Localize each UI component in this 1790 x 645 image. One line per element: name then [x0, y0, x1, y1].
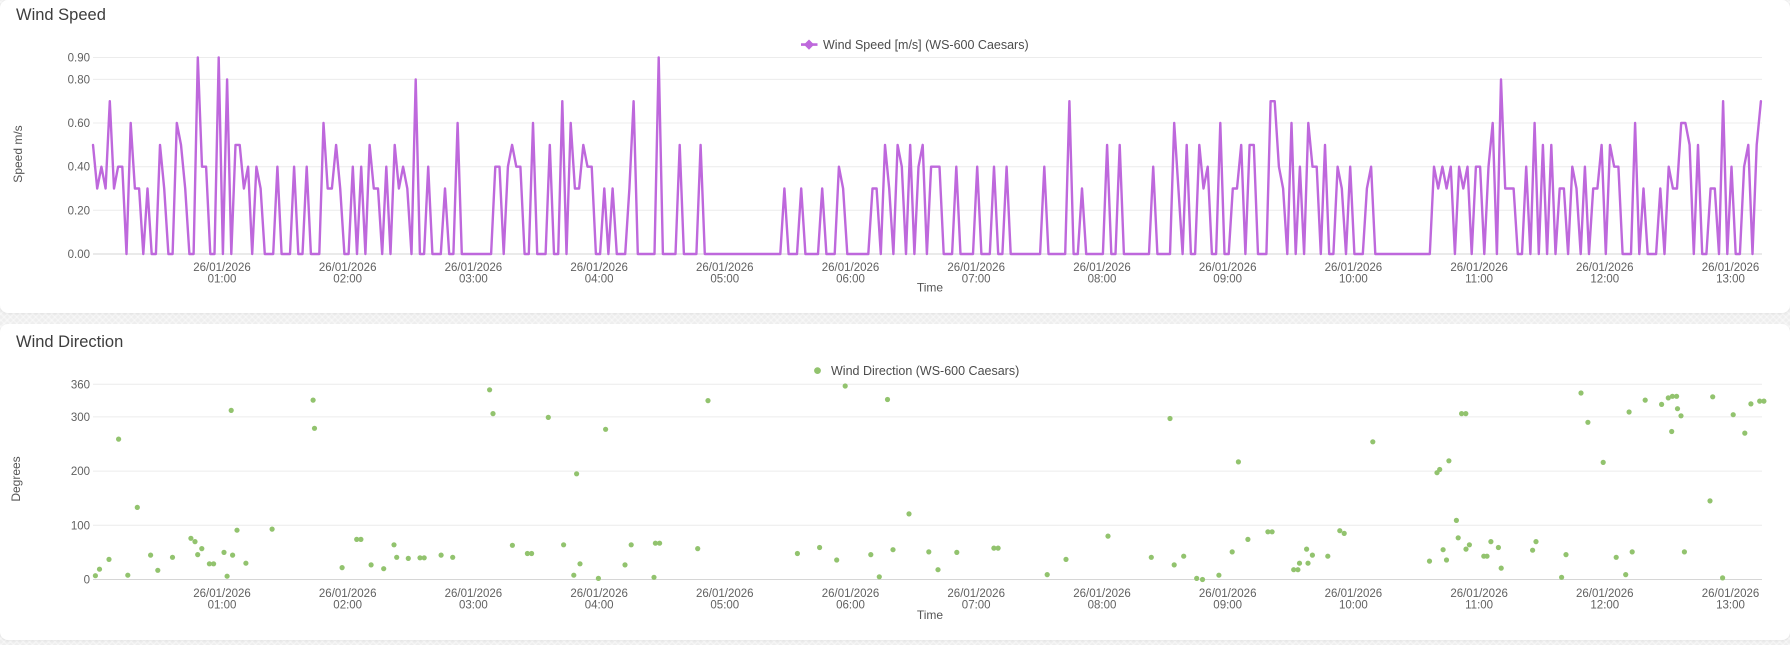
- svg-text:06:00: 06:00: [836, 600, 865, 612]
- svg-text:26/01/2026: 26/01/2026: [1325, 262, 1383, 274]
- svg-text:26/01/2026: 26/01/2026: [1450, 588, 1508, 600]
- svg-text:04:00: 04:00: [585, 274, 614, 286]
- svg-text:Degrees: Degrees: [9, 456, 23, 501]
- svg-text:26/01/2026: 26/01/2026: [1199, 262, 1257, 274]
- svg-text:12:00: 12:00: [1590, 274, 1619, 286]
- svg-text:13:00: 13:00: [1716, 600, 1745, 612]
- svg-text:26/01/2026: 26/01/2026: [696, 588, 754, 600]
- svg-text:26/01/2026: 26/01/2026: [445, 262, 503, 274]
- svg-text:03:00: 03:00: [459, 274, 488, 286]
- svg-text:10:00: 10:00: [1339, 600, 1368, 612]
- svg-text:26/01/2026: 26/01/2026: [1576, 262, 1634, 274]
- svg-text:08:00: 08:00: [1088, 600, 1117, 612]
- svg-text:26/01/2026: 26/01/2026: [947, 588, 1005, 600]
- svg-text:26/01/2026: 26/01/2026: [319, 588, 377, 600]
- svg-text:26/01/2026: 26/01/2026: [319, 262, 377, 274]
- svg-text:13:00: 13:00: [1716, 274, 1745, 286]
- svg-text:09:00: 09:00: [1213, 600, 1242, 612]
- svg-text:0.20: 0.20: [68, 205, 90, 217]
- svg-text:26/01/2026: 26/01/2026: [822, 588, 880, 600]
- svg-text:07:00: 07:00: [962, 600, 991, 612]
- svg-text:10:00: 10:00: [1339, 274, 1368, 286]
- svg-text:01:00: 01:00: [208, 600, 237, 612]
- svg-text:05:00: 05:00: [710, 600, 739, 612]
- svg-text:26/01/2026: 26/01/2026: [1450, 262, 1508, 274]
- svg-text:Wind Direction (WS-600 Caesars: Wind Direction (WS-600 Caesars): [831, 364, 1019, 378]
- svg-text:0.00: 0.00: [68, 249, 90, 261]
- svg-text:26/01/2026: 26/01/2026: [1325, 588, 1383, 600]
- svg-text:0: 0: [84, 575, 90, 587]
- svg-text:Time: Time: [917, 281, 944, 295]
- svg-text:26/01/2026: 26/01/2026: [193, 262, 251, 274]
- svg-text:0.90: 0.90: [68, 53, 90, 65]
- svg-text:360: 360: [71, 379, 90, 391]
- svg-text:12:00: 12:00: [1590, 600, 1619, 612]
- svg-text:200: 200: [71, 466, 90, 478]
- svg-text:26/01/2026: 26/01/2026: [1702, 588, 1760, 600]
- svg-text:26/01/2026: 26/01/2026: [822, 262, 880, 274]
- svg-text:07:00: 07:00: [962, 274, 991, 286]
- svg-text:0.80: 0.80: [68, 74, 90, 86]
- svg-text:26/01/2026: 26/01/2026: [445, 588, 503, 600]
- svg-text:Wind Speed [m/s] (WS-600 Caesa: Wind Speed [m/s] (WS-600 Caesars): [823, 38, 1029, 52]
- svg-text:Time: Time: [917, 608, 944, 622]
- svg-text:08:00: 08:00: [1088, 274, 1117, 286]
- svg-text:0.60: 0.60: [68, 118, 90, 130]
- svg-text:Wind Direction: Wind Direction: [16, 333, 123, 351]
- svg-text:26/01/2026: 26/01/2026: [1073, 588, 1131, 600]
- svg-text:Speed m/s: Speed m/s: [11, 125, 25, 182]
- svg-text:26/01/2026: 26/01/2026: [1576, 588, 1634, 600]
- svg-text:01:00: 01:00: [208, 274, 237, 286]
- svg-text:11:00: 11:00: [1465, 274, 1493, 286]
- svg-text:11:00: 11:00: [1465, 600, 1493, 612]
- svg-text:Wind Speed: Wind Speed: [16, 6, 106, 24]
- svg-text:300: 300: [71, 412, 90, 424]
- svg-text:100: 100: [71, 520, 90, 532]
- svg-text:03:00: 03:00: [459, 600, 488, 612]
- svg-text:0.40: 0.40: [68, 162, 90, 174]
- svg-text:09:00: 09:00: [1213, 274, 1242, 286]
- svg-text:26/01/2026: 26/01/2026: [1199, 588, 1257, 600]
- svg-text:02:00: 02:00: [333, 600, 362, 612]
- svg-text:26/01/2026: 26/01/2026: [947, 262, 1005, 274]
- svg-text:26/01/2026: 26/01/2026: [570, 262, 628, 274]
- svg-text:06:00: 06:00: [836, 274, 865, 286]
- svg-text:26/01/2026: 26/01/2026: [570, 588, 628, 600]
- svg-text:26/01/2026: 26/01/2026: [696, 262, 754, 274]
- svg-text:05:00: 05:00: [710, 274, 739, 286]
- svg-text:26/01/2026: 26/01/2026: [1073, 262, 1131, 274]
- svg-text:26/01/2026: 26/01/2026: [1702, 262, 1760, 274]
- svg-text:02:00: 02:00: [333, 274, 362, 286]
- svg-text:26/01/2026: 26/01/2026: [193, 588, 251, 600]
- svg-text:04:00: 04:00: [585, 600, 614, 612]
